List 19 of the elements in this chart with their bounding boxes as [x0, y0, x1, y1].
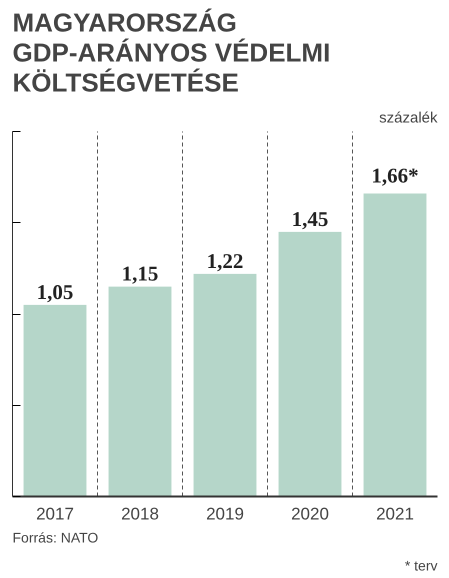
x-tick-label: 2020 — [291, 504, 329, 524]
x-tick-label: 2018 — [121, 504, 159, 524]
data-label: 1,05 — [36, 280, 74, 304]
data-label: 1,66* — [371, 164, 419, 188]
text: * terv — [404, 558, 438, 574]
bar — [364, 194, 426, 496]
bar — [24, 304, 86, 496]
data-label: 1,15 — [122, 262, 158, 286]
chart-title: MAGYARORSZÁG GDP-ARÁNYOS VÉDELMI KÖLTSÉGVETÉSE — [12, 8, 330, 98]
bar — [108, 286, 172, 496]
chart-subtitle: százalék — [379, 110, 438, 126]
bar — [194, 274, 256, 496]
data-label: 1,45 — [292, 206, 328, 231]
x-tick-label: 2021 — [376, 504, 414, 524]
text: Forrás: NATO — [12, 530, 98, 546]
x-tick-label: 2019 — [206, 504, 244, 524]
x-tick-label: 2017 — [36, 504, 74, 524]
bar — [278, 232, 342, 496]
data-label: 1,22 — [206, 248, 244, 273]
